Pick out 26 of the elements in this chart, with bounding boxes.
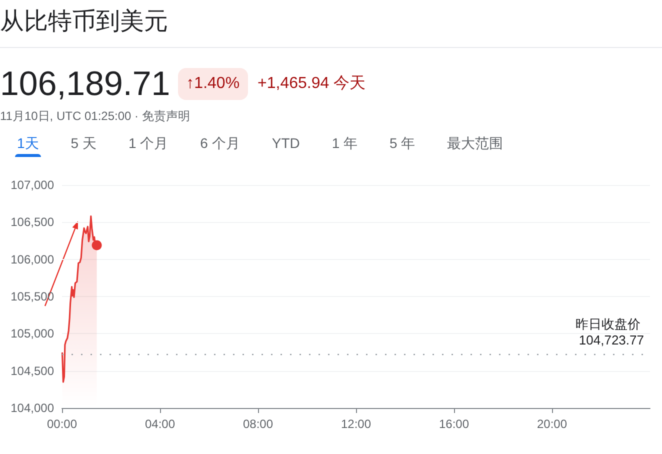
text: +1,465.94 今天 [258, 75, 366, 92]
y-tick-label: 104,000 [10, 401, 54, 415]
text: 1 年 [332, 135, 358, 151]
text: 1 个月 [128, 135, 168, 151]
x-tick-label: 20:00 [536, 417, 568, 431]
text: YTD [272, 135, 300, 151]
text: 5 年 [390, 135, 416, 151]
y-tick-label: 107,000 [10, 178, 54, 192]
text: 106,189.71 [0, 65, 170, 103]
text: 1天 [17, 135, 39, 151]
text: 最大范围 [447, 135, 504, 151]
chart-title: 从比特币到美元 [0, 8, 168, 35]
y-tick-label: 105,000 [10, 326, 54, 341]
y-tick-label: 106,500 [10, 215, 54, 230]
y-tick-label: 104,500 [10, 364, 54, 378]
text: 6 个月 [200, 135, 240, 151]
ref-line-label: 昨日收盘价 104,723.77 [575, 316, 644, 348]
x-tick-label: 08:00 [242, 417, 274, 431]
x-tick-label: 04:00 [144, 417, 176, 431]
y-tick-label: 106,000 [10, 252, 54, 266]
x-tick-label: 00:00 [46, 417, 78, 431]
x-tick-label: 16:00 [438, 417, 470, 431]
x-tick-label: 12:00 [340, 417, 372, 431]
text: ↑1.40% [186, 75, 240, 92]
text: 5 天 [70, 135, 96, 151]
text: 11月10日, UTC 01:25:00 · 免责声明 [0, 109, 190, 123]
